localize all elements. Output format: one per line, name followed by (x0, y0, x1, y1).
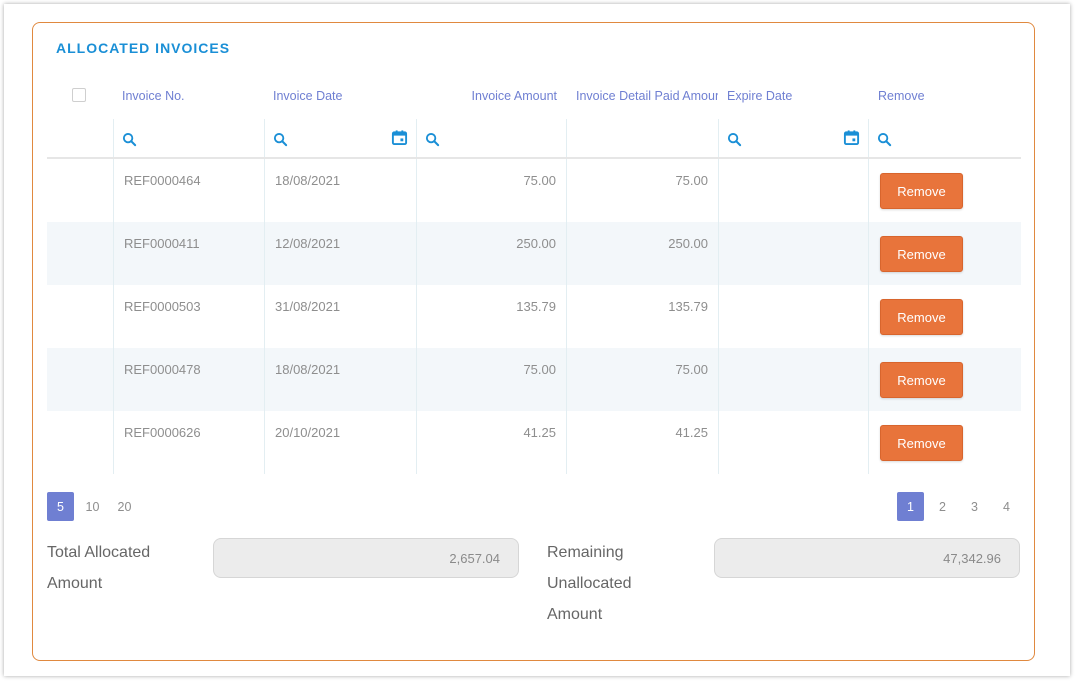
calendar-icon[interactable] (391, 129, 408, 146)
search-icon[interactable] (425, 132, 440, 147)
paid-amount-cell: 41.25 (566, 411, 718, 474)
invoice-date-cell: 18/08/2021 (264, 348, 416, 411)
expire-date-cell (718, 411, 868, 474)
pagination: 1 2 3 4 (897, 492, 1020, 521)
expire-date-cell (718, 159, 868, 222)
page-size-option[interactable]: 10 (85, 499, 100, 514)
page-number[interactable]: 2 (939, 499, 946, 514)
calendar-icon[interactable] (843, 129, 860, 146)
window: ALLOCATED INVOICES Invoice No. Invoice D… (4, 4, 1070, 676)
row-select-cell[interactable] (47, 285, 113, 348)
remove-cell: Remove (868, 222, 1021, 285)
paid-amount-cell: 75.00 (566, 159, 718, 222)
invoice-date-cell: 18/08/2021 (264, 159, 416, 222)
page-number[interactable]: 1 (897, 492, 924, 521)
page-size-option[interactable]: 5 (47, 492, 74, 521)
remove-button[interactable]: Remove (880, 236, 963, 272)
col-header-expire-date[interactable]: Expire Date (727, 89, 793, 103)
col-header-invoice-date[interactable]: Invoice Date (273, 89, 343, 103)
remaining-unallocated-label: Remaining Unallocated Amount (547, 544, 632, 623)
search-icon[interactable] (877, 132, 892, 147)
invoice-no-cell: REF0000503 (113, 285, 264, 348)
remaining-unallocated-field[interactable]: 47,342.96 (714, 538, 1020, 578)
invoice-no-cell: REF0000626 (113, 411, 264, 474)
remove-cell: Remove (868, 348, 1021, 411)
invoices-grid: Invoice No. Invoice Date Invoice Amount … (47, 73, 1021, 474)
table-row[interactable]: REF0000626 20/10/2021 41.25 41.25 Remove (47, 411, 1021, 474)
filter-expire-date[interactable] (718, 119, 868, 157)
page-size-option[interactable]: 20 (117, 499, 132, 514)
col-header-invoice-amount[interactable]: Invoice Amount (471, 89, 557, 103)
search-icon[interactable] (273, 132, 288, 147)
remove-cell: Remove (868, 285, 1021, 348)
row-select-cell[interactable] (47, 159, 113, 222)
page-size-selector: 5 10 20 (47, 492, 143, 521)
filter-paid-amount[interactable] (566, 119, 718, 157)
invoice-no-cell: REF0000411 (113, 222, 264, 285)
filter-invoice-date[interactable] (264, 119, 416, 157)
remove-button[interactable]: Remove (880, 173, 963, 209)
expire-date-cell (718, 222, 868, 285)
invoice-no-cell: REF0000464 (113, 159, 264, 222)
remove-cell: Remove (868, 411, 1021, 474)
remove-button[interactable]: Remove (880, 362, 963, 398)
search-icon[interactable] (727, 132, 742, 147)
total-allocated-label: Total Allocated Amount (47, 544, 151, 592)
filter-remove[interactable] (868, 119, 1021, 157)
paid-amount-cell: 135.79 (566, 285, 718, 348)
search-icon[interactable] (122, 132, 137, 147)
grid-filter-row (47, 119, 1021, 159)
paid-amount-cell: 250.00 (566, 222, 718, 285)
table-row[interactable]: REF0000464 18/08/2021 75.00 75.00 Remove (47, 159, 1021, 222)
row-select-cell[interactable] (47, 222, 113, 285)
invoice-amount-cell: 250.00 (416, 222, 566, 285)
allocated-invoices-panel: ALLOCATED INVOICES Invoice No. Invoice D… (32, 22, 1035, 661)
page-number[interactable]: 4 (1003, 499, 1010, 514)
remove-button[interactable]: Remove (880, 299, 963, 335)
invoice-no-cell: REF0000478 (113, 348, 264, 411)
col-header-remove[interactable]: Remove (878, 89, 925, 103)
invoice-date-cell: 20/10/2021 (264, 411, 416, 474)
total-allocated-field[interactable]: 2,657.04 (213, 538, 519, 578)
table-row[interactable]: REF0000478 18/08/2021 75.00 75.00 Remove (47, 348, 1021, 411)
invoice-amount-cell: 75.00 (416, 159, 566, 222)
col-header-invoice-no[interactable]: Invoice No. (122, 89, 185, 103)
table-row[interactable]: REF0000411 12/08/2021 250.00 250.00 Remo… (47, 222, 1021, 285)
invoice-date-cell: 31/08/2021 (264, 285, 416, 348)
table-row[interactable]: REF0000503 31/08/2021 135.79 135.79 Remo… (47, 285, 1021, 348)
select-all-checkbox[interactable] (72, 88, 86, 102)
grid-header-row: Invoice No. Invoice Date Invoice Amount … (47, 73, 1021, 119)
invoice-date-cell: 12/08/2021 (264, 222, 416, 285)
invoice-amount-cell: 41.25 (416, 411, 566, 474)
remove-button[interactable]: Remove (880, 425, 963, 461)
select-all-cell (47, 73, 113, 119)
panel-title: ALLOCATED INVOICES (56, 40, 231, 56)
filter-cell-empty (47, 119, 113, 157)
expire-date-cell (718, 285, 868, 348)
invoice-amount-cell: 135.79 (416, 285, 566, 348)
paid-amount-cell: 75.00 (566, 348, 718, 411)
row-select-cell[interactable] (47, 411, 113, 474)
page-number[interactable]: 3 (971, 499, 978, 514)
col-header-paid-amount[interactable]: Invoice Detail Paid Amount (576, 89, 718, 103)
invoice-amount-cell: 75.00 (416, 348, 566, 411)
filter-invoice-amount[interactable] (416, 119, 566, 157)
filter-invoice-no[interactable] (113, 119, 264, 157)
remove-cell: Remove (868, 159, 1021, 222)
row-select-cell[interactable] (47, 348, 113, 411)
expire-date-cell (718, 348, 868, 411)
